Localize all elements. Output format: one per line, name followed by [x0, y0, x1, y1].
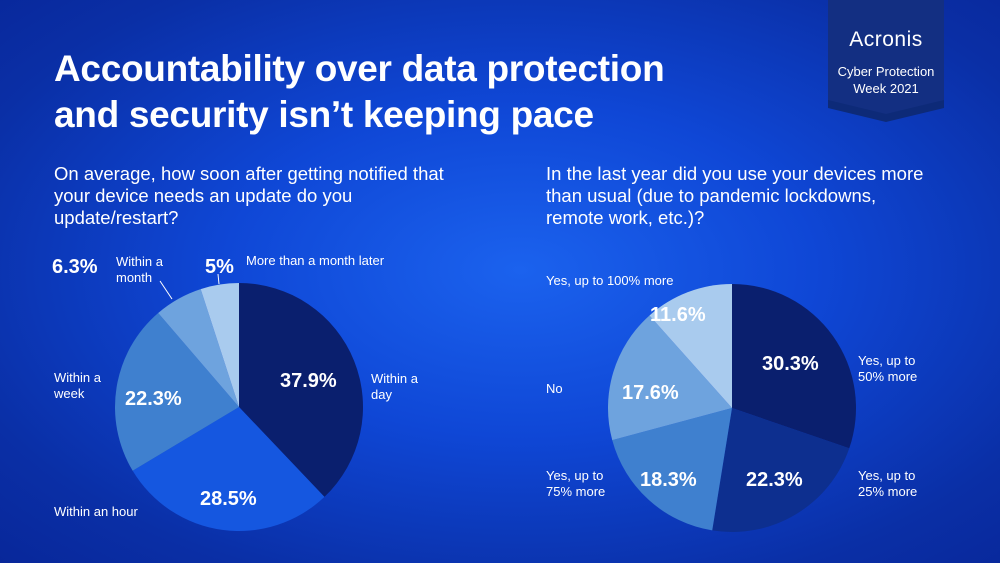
acronis-badge: Acronis Cyber Protection Week 2021: [828, 0, 944, 122]
slice-label-within-a-day: Within a day: [371, 371, 418, 402]
leader-lines: [159, 273, 220, 300]
leader-line-within-a-month: [159, 280, 173, 300]
badge-text-line-2: Week 2021: [853, 81, 919, 96]
slice-label-more-than-a-month: More than a month later: [246, 253, 385, 268]
chart-2-question: In the last year did you use your device…: [546, 163, 924, 228]
slice-label-up-to-25: Yes, up to 25% more: [858, 468, 918, 499]
pie2-slice-yes-up-to-75-more: [612, 408, 732, 531]
slice-label-within-a-week: Within a week: [54, 370, 101, 401]
title-line-2: and security isn’t keeping pace: [54, 94, 594, 135]
pie2-slice-yes-up-to-25-more: [712, 408, 850, 532]
slice-label-within-an-hour: Within an hour: [54, 504, 138, 519]
slice-pct-up-to-100: 11.6%: [650, 304, 706, 326]
slice-pct-more-than-a-month: 5%: [205, 256, 234, 278]
pie1-slice-within-a-day: [239, 283, 364, 497]
slice-pct-no: 17.6%: [622, 382, 679, 404]
leader-line-more-than-a-month: [217, 273, 220, 285]
page-title: Accountability over data protection and …: [54, 46, 794, 138]
pie2-slice-no: [607, 315, 732, 441]
slice-label-within-a-month: Within a month: [116, 254, 163, 285]
title-line-1: Accountability over data protection: [54, 48, 665, 89]
chart-1-question: On average, how soon after getting notif…: [54, 163, 444, 228]
pie1-slice-within-a-month: [158, 289, 239, 407]
pie1-slice-more-than-a-month-later: [200, 283, 239, 407]
badge-ribbon-shape: [828, 0, 944, 122]
slice-pct-within-a-week: 22.3%: [125, 388, 182, 410]
slice-label-no: No: [546, 381, 563, 396]
slice-pct-up-to-75: 18.3%: [640, 469, 697, 491]
pie2-slice-yes-up-to-100-more: [649, 284, 732, 408]
slice-pct-within-a-day: 37.9%: [280, 370, 337, 392]
pie-chart-device-usage: [607, 284, 856, 532]
acronis-logo: Acronis: [849, 28, 923, 51]
slice-pct-within-a-month: 6.3%: [52, 256, 98, 278]
slice-pct-up-to-25: 22.3%: [746, 469, 803, 491]
slice-pct-within-an-hour: 28.5%: [200, 488, 257, 510]
slice-label-up-to-75: Yes, up to 75% more: [546, 468, 606, 499]
badge-text-line-1: Cyber Protection: [837, 64, 935, 79]
pie1-slice-within-an-hour: [132, 407, 325, 531]
pie2-slice-yes-up-to-50-more: [732, 284, 856, 449]
slice-label-up-to-100: Yes, up to 100% more: [546, 273, 674, 288]
pie1-slice-within-a-week: [115, 312, 239, 471]
slice-label-up-to-50: Yes, up to 50% more: [858, 353, 918, 384]
slice-pct-up-to-50: 30.3%: [762, 353, 819, 375]
pie-chart-update-timing: [115, 283, 364, 531]
